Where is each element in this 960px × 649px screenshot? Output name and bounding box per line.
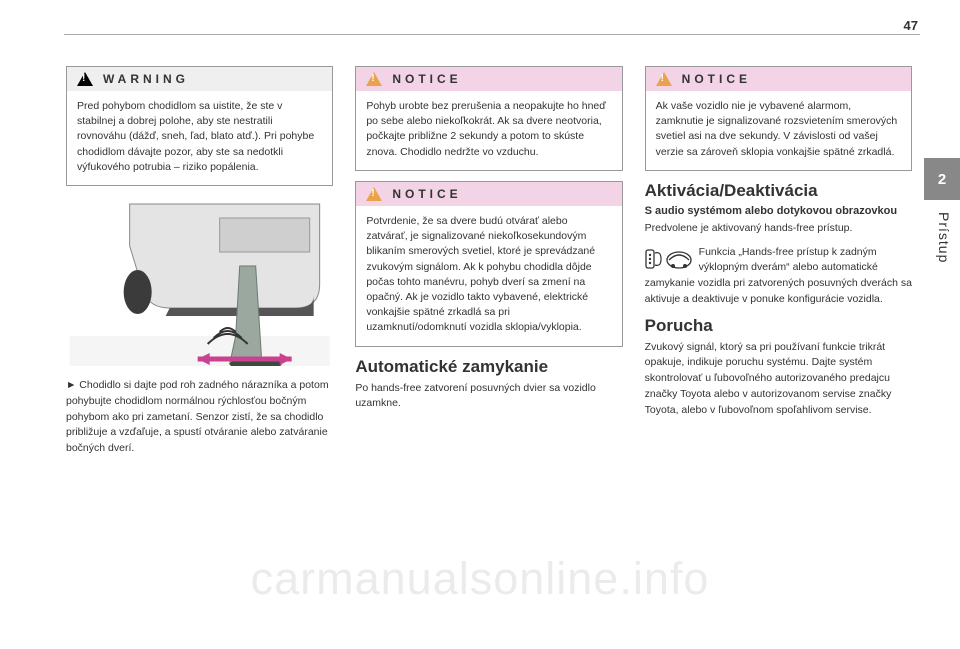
notice-1-header: ! NOTICE <box>356 67 621 91</box>
notice-2-header: ! NOTICE <box>356 182 621 206</box>
illustration-caption: ► Chodidlo si dajte pod roh zadného nára… <box>66 378 333 457</box>
notice-callout-1: ! NOTICE Pohyb urobte bez prerušenia a n… <box>355 66 622 171</box>
notice-triangle-icon: ! <box>366 187 382 201</box>
notice-2-title: NOTICE <box>392 187 461 201</box>
content-columns: ! WARNING Pred pohybom chodidlom sa uist… <box>66 66 912 465</box>
notice-1-title: NOTICE <box>392 72 461 86</box>
activation-heading: Aktivácia/Deaktivácia <box>645 181 912 201</box>
fault-text: Zvukový signál, ktorý sa pri používaní f… <box>645 340 912 419</box>
notice-triangle-icon: ! <box>656 72 672 86</box>
kick-sensor-illustration <box>66 196 333 366</box>
column-3: ! NOTICE Ak vaše vozidlo nie je vybavené… <box>645 66 912 465</box>
notice-triangle-icon: ! <box>366 72 382 86</box>
auto-lock-heading: Automatické zamykanie <box>355 357 622 377</box>
warning-callout: ! WARNING Pred pohybom chodidlom sa uist… <box>66 66 333 186</box>
column-2: ! NOTICE Pohyb urobte bez prerušenia a n… <box>355 66 622 465</box>
chapter-label: Prístup <box>936 212 952 263</box>
notice-1-body: Pohyb urobte bez prerušenia a neopakujte… <box>356 91 621 170</box>
notice-3-title: NOTICE <box>682 72 751 86</box>
top-rule <box>64 34 920 35</box>
activation-intro: Predvolene je aktivovaný hands-free prís… <box>645 221 912 237</box>
warning-triangle-icon: ! <box>77 72 93 86</box>
warning-title: WARNING <box>103 72 189 86</box>
notice-3-body: Ak vaše vozidlo nie je vybavené alarmom,… <box>646 91 911 170</box>
notice-3-header: ! NOTICE <box>646 67 911 91</box>
chapter-tab: 2 <box>924 158 960 200</box>
notice-2-body: Potvrdenie, že sa dvere budú otvárať ale… <box>356 206 621 346</box>
warning-header: ! WARNING <box>67 67 332 91</box>
notice-callout-2: ! NOTICE Potvrdenie, že sa dvere budú ot… <box>355 181 622 347</box>
column-1: ! WARNING Pred pohybom chodidlom sa uist… <box>66 66 333 465</box>
activation-text: Funkcia „Hands-free prístup k zadným výk… <box>645 245 912 308</box>
watermark: carmanualsonline.info <box>0 553 960 605</box>
activation-subheading: S audio systémom alebo dotykovou obrazov… <box>645 205 912 217</box>
fault-heading: Porucha <box>645 316 912 336</box>
page-number: 47 <box>904 18 918 33</box>
key-and-car-icon <box>645 247 693 271</box>
notice-callout-3: ! NOTICE Ak vaše vozidlo nie je vybavené… <box>645 66 912 171</box>
warning-body: Pred pohybom chodidlom sa uistite, že st… <box>67 91 332 185</box>
auto-lock-text: Po hands-free zatvorení posuvných dvier … <box>355 381 622 413</box>
